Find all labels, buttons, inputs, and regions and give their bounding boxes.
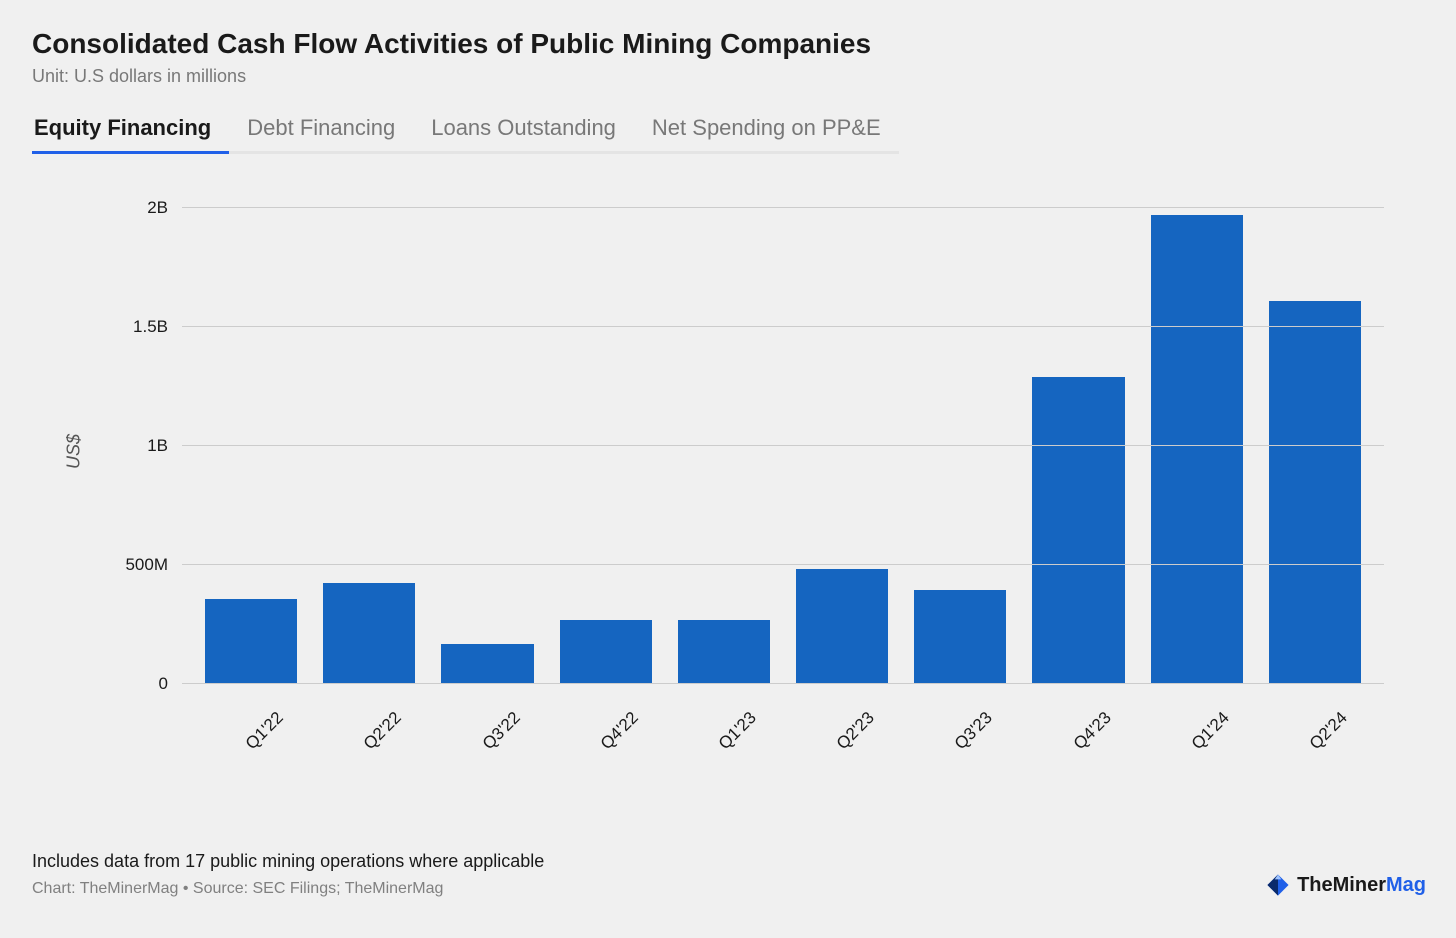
logo-text-dark: TheMiner xyxy=(1297,874,1386,896)
bar xyxy=(1032,377,1124,684)
tabs: Equity FinancingDebt FinancingLoans Outs… xyxy=(32,107,1424,154)
bar xyxy=(678,620,770,684)
tab-net-spending-on-pp-e[interactable]: Net Spending on PP&E xyxy=(634,107,899,154)
bar xyxy=(205,599,297,684)
x-tick-label: Q4'22 xyxy=(596,708,642,754)
grid-line xyxy=(182,445,1384,446)
bar xyxy=(1269,301,1361,684)
bars-container: Q1'22Q2'22Q3'22Q4'22Q1'23Q2'23Q3'23Q4'23… xyxy=(182,184,1384,684)
x-tick-label: Q1'22 xyxy=(242,708,288,754)
bar-slot: Q2'23 xyxy=(783,184,901,684)
x-tick-label: Q1'24 xyxy=(1187,708,1233,754)
bar xyxy=(796,569,888,684)
grid-line xyxy=(182,683,1384,684)
y-tick-label: 1.5B xyxy=(133,317,168,337)
y-axis-label: US$ xyxy=(64,434,85,469)
x-tick-label: Q1'23 xyxy=(715,708,761,754)
chart-subtitle: Unit: U.S dollars in millions xyxy=(32,66,1424,87)
bar xyxy=(323,583,415,684)
grid-line xyxy=(182,326,1384,327)
tab-loans-outstanding[interactable]: Loans Outstanding xyxy=(413,107,634,154)
x-tick-label: Q2'24 xyxy=(1306,708,1352,754)
tab-debt-financing[interactable]: Debt Financing xyxy=(229,107,413,154)
x-tick-label: Q3'22 xyxy=(478,708,524,754)
bar-slot: Q4'23 xyxy=(1019,184,1137,684)
bar-slot: Q3'23 xyxy=(901,184,1019,684)
y-tick-label: 500M xyxy=(125,555,168,575)
grid-line xyxy=(182,564,1384,565)
footer-note: Includes data from 17 public mining oper… xyxy=(32,851,1424,872)
bar xyxy=(560,620,652,684)
x-tick-label: Q4'23 xyxy=(1069,708,1115,754)
bar-slot: Q2'24 xyxy=(1256,184,1374,684)
logo-text-blue: Mag xyxy=(1386,874,1426,896)
chart-footer: Includes data from 17 public mining oper… xyxy=(32,851,1424,898)
bar xyxy=(1151,215,1243,684)
y-tick-label: 1B xyxy=(147,436,168,456)
bar-slot: Q2'22 xyxy=(310,184,428,684)
plot-area: Q1'22Q2'22Q3'22Q4'22Q1'23Q2'23Q3'23Q4'23… xyxy=(182,184,1384,684)
bar xyxy=(441,644,533,684)
y-tick-label: 2B xyxy=(147,198,168,218)
x-tick-label: Q2'23 xyxy=(833,708,879,754)
chart: US$ Q1'22Q2'22Q3'22Q4'22Q1'23Q2'23Q3'23Q… xyxy=(82,184,1424,684)
footer-credit: Chart: TheMinerMag • Source: SEC Filings… xyxy=(32,880,1424,898)
bar xyxy=(914,590,1006,684)
logo-icon xyxy=(1265,872,1291,898)
brand-logo: TheMinerMag xyxy=(1265,872,1426,898)
bar-slot: Q4'22 xyxy=(547,184,665,684)
bar-slot: Q1'23 xyxy=(665,184,783,684)
grid-line xyxy=(182,207,1384,208)
bar-slot: Q1'24 xyxy=(1138,184,1256,684)
bar-slot: Q3'22 xyxy=(428,184,546,684)
y-tick-label: 0 xyxy=(159,674,168,694)
bar-slot: Q1'22 xyxy=(192,184,310,684)
tab-equity-financing[interactable]: Equity Financing xyxy=(32,107,229,154)
chart-title: Consolidated Cash Flow Activities of Pub… xyxy=(32,28,1424,60)
x-tick-label: Q2'22 xyxy=(360,708,406,754)
x-tick-label: Q3'23 xyxy=(951,708,997,754)
